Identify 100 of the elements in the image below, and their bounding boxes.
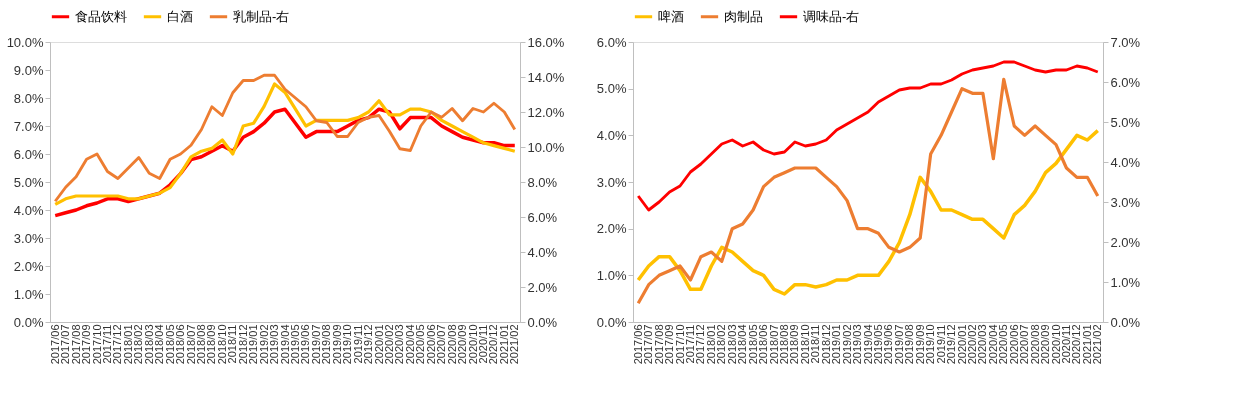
- x-tick-label: 2018/03: [725, 324, 738, 365]
- y-tick-label: 0.0%: [13, 314, 44, 330]
- y-tick-label: 7.0%: [13, 118, 44, 134]
- y-tick-label: 3.0%: [13, 230, 44, 246]
- x-tick-label: 2018/09: [788, 324, 801, 365]
- x-tick-label: 2018/08: [194, 324, 207, 365]
- x-tick-label: 2018/11: [226, 324, 239, 364]
- x-tick-label: 2018/07: [184, 324, 197, 365]
- x-tick-label: 2018/06: [757, 324, 770, 365]
- x-tick-label: 2020/03: [976, 324, 989, 365]
- x-tick-label: 2020/11: [476, 324, 489, 364]
- y-tick-label: 6.0%: [13, 146, 44, 162]
- y2-tick-label: 16.0%: [527, 34, 565, 50]
- x-tick-label: 2019/10: [924, 324, 937, 365]
- x-tick-label: 2020/01: [955, 324, 968, 365]
- x-tick-label: 2018/04: [153, 324, 166, 365]
- y2-tick-label: 6.0%: [527, 209, 558, 225]
- x-tick-label: 2017/12: [694, 324, 707, 365]
- legend-label: 乳制品-右: [233, 8, 290, 24]
- x-tick-label: 2019/07: [892, 324, 905, 365]
- x-tick-label: 2019/05: [288, 324, 301, 365]
- x-tick-label: 2020/02: [382, 324, 395, 365]
- x-tick-label: 2017/11: [683, 324, 696, 364]
- x-tick-label: 2019/02: [840, 324, 853, 365]
- y-tick-label: 8.0%: [13, 90, 44, 106]
- x-tick-label: 2020/05: [414, 324, 427, 365]
- x-tick-label: 2019/03: [268, 324, 281, 365]
- y2-tick-label: 12.0%: [527, 104, 565, 120]
- x-tick-label: 2017/10: [673, 324, 686, 365]
- y2-tick-label: 7.0%: [1110, 34, 1141, 50]
- x-tick-label: 2019/09: [330, 324, 343, 365]
- x-tick-label: 2017/07: [642, 324, 655, 365]
- x-tick-label: 2019/12: [945, 324, 958, 365]
- x-tick-label: 2020/11: [1059, 324, 1072, 364]
- x-tick-label: 2018/10: [215, 324, 228, 365]
- x-tick-label: 2019/04: [861, 324, 874, 365]
- x-tick-label: 2018/06: [174, 324, 187, 365]
- line-series: [636, 128, 1100, 296]
- x-tick-label: 2018/09: [205, 324, 218, 365]
- x-tick-label: 2019/08: [903, 324, 916, 365]
- x-tick-label: 2019/09: [913, 324, 926, 365]
- x-tick-label: 2019/04: [278, 324, 291, 365]
- legend-label: 白酒: [167, 8, 193, 24]
- y-tick-label: 0.0%: [596, 314, 627, 330]
- y-tick-label: 9.0%: [13, 62, 44, 78]
- y2-tick-label: 14.0%: [527, 69, 565, 85]
- legend-label: 肉制品: [724, 8, 763, 24]
- y-tick-label: 4.0%: [13, 202, 44, 218]
- y2-tick-label: 8.0%: [527, 174, 558, 190]
- y2-tick-label: 0.0%: [1110, 314, 1141, 330]
- x-tick-label: 2021/01: [497, 324, 510, 365]
- x-tick-label: 2019/06: [299, 324, 312, 365]
- x-tick-label: 2018/10: [798, 324, 811, 365]
- x-tick-label: 2018/03: [142, 324, 155, 365]
- x-tick-label: 2020/06: [424, 324, 437, 365]
- x-tick-label: 2021/02: [1091, 324, 1104, 365]
- y2-tick-label: 1.0%: [1110, 274, 1141, 290]
- x-tick-label: 2018/01: [121, 324, 134, 365]
- y2-tick-label: 2.0%: [1110, 234, 1141, 250]
- y2-tick-label: 6.0%: [1110, 74, 1141, 90]
- x-tick-label: 2020/01: [372, 324, 385, 365]
- x-tick-label: 2020/05: [997, 324, 1010, 365]
- x-tick-label: 2019/10: [341, 324, 354, 365]
- x-tick-label: 2020/06: [1007, 324, 1020, 365]
- x-tick-label: 2017/09: [663, 324, 676, 365]
- x-tick-label: 2020/07: [1018, 324, 1031, 365]
- y-tick-label: 2.0%: [596, 221, 627, 237]
- x-tick-label: 2018/02: [715, 324, 728, 365]
- y-tick-label: 6.0%: [596, 34, 627, 50]
- y-tick-label: 1.0%: [13, 286, 44, 302]
- x-tick-label: 2019/05: [871, 324, 884, 365]
- x-tick-label: 2020/12: [487, 324, 500, 365]
- x-tick-label: 2019/01: [247, 324, 260, 365]
- x-tick-label: 2020/04: [986, 324, 999, 365]
- x-tick-label: 2017/06: [48, 324, 61, 365]
- x-tick-label: 2018/04: [736, 324, 749, 365]
- x-tick-label: 2018/08: [777, 324, 790, 365]
- line-series: [636, 77, 1100, 305]
- x-tick-label: 2018/01: [704, 324, 717, 365]
- x-tick-label: 2020/02: [965, 324, 978, 365]
- y-tick-label: 10.0%: [6, 34, 44, 50]
- y-tick-label: 4.0%: [596, 127, 627, 143]
- y2-tick-label: 4.0%: [1110, 154, 1141, 170]
- x-tick-label: 2020/03: [393, 324, 406, 365]
- x-tick-label: 2018/12: [236, 324, 249, 365]
- y2-tick-label: 0.0%: [527, 314, 558, 330]
- x-tick-label: 2018/05: [746, 324, 759, 365]
- legend-label: 食品饮料: [75, 8, 127, 24]
- y2-tick-label: 10.0%: [527, 139, 565, 155]
- x-tick-label: 2020/09: [1039, 324, 1052, 365]
- y-tick-label: 3.0%: [596, 174, 627, 190]
- x-tick-label: 2019/02: [257, 324, 270, 365]
- x-tick-label: 2017/08: [652, 324, 665, 365]
- x-tick-label: 2020/08: [1028, 324, 1041, 365]
- y-tick-label: 2.0%: [13, 258, 44, 274]
- x-tick-label: 2020/12: [1070, 324, 1083, 365]
- y-tick-label: 5.0%: [596, 81, 627, 97]
- x-tick-label: 2017/09: [80, 324, 93, 365]
- x-tick-label: 2017/07: [59, 324, 72, 365]
- y2-tick-label: 3.0%: [1110, 194, 1141, 210]
